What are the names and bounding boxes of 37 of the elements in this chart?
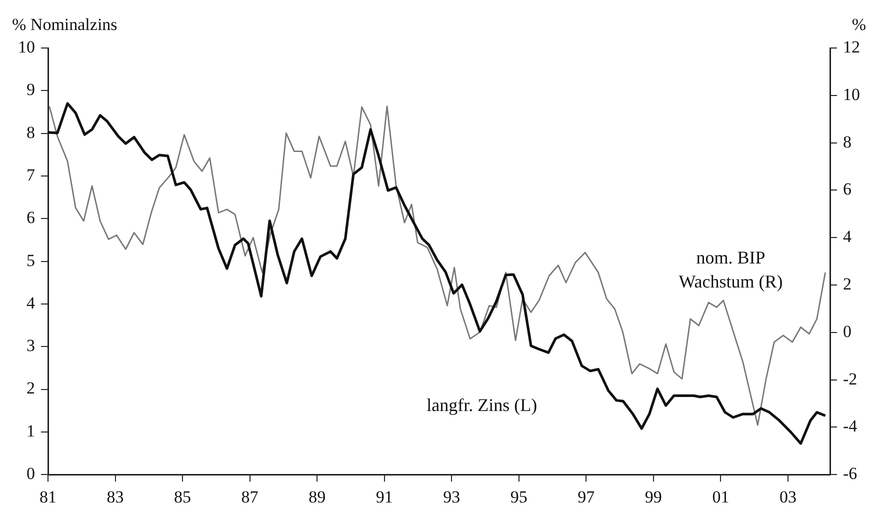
- y-tick-label: 0: [26, 464, 35, 484]
- x-tick-label: 85: [174, 487, 192, 506]
- y2-tick-label: 10: [843, 84, 860, 104]
- x-tick-label: 97: [578, 487, 596, 506]
- x-tick-label: 89: [308, 487, 326, 506]
- x-tick-label: 83: [106, 487, 124, 506]
- y-tick-label: 5: [26, 250, 35, 270]
- y2-tick-label: 0: [843, 322, 852, 341]
- y-axis-title: % Nominalzins: [12, 14, 118, 34]
- y-tick-label: 8: [26, 122, 35, 142]
- x-tick-label: 03: [779, 487, 796, 506]
- x-tick-label: 01: [712, 487, 730, 506]
- y2-tick-label: 6: [843, 180, 852, 199]
- y2-tick-label: 8: [843, 132, 852, 152]
- x-tick-label: 91: [376, 487, 393, 506]
- y2-tick-label: 2: [843, 274, 852, 294]
- x-tick-label: 87: [241, 487, 259, 506]
- series-label: nom. BIP Wachstum (R): [678, 248, 783, 292]
- y-tick-label: 4: [26, 293, 36, 312]
- y-tick-label: 3: [26, 336, 35, 356]
- y2-tick-label: 12: [843, 37, 860, 56]
- y2-tick-label: -6: [843, 464, 858, 484]
- x-tick-label: 81: [40, 487, 56, 506]
- x-tick-label: 95: [510, 487, 528, 506]
- y2-tick-label: 4: [843, 227, 852, 246]
- text: langfr. Zins (L): [426, 395, 538, 416]
- y2-tick-label: -4: [843, 416, 858, 436]
- y-tick-label: 9: [26, 80, 35, 100]
- y-tick-label: 6: [26, 208, 35, 228]
- y-tick-label: 1: [26, 421, 35, 440]
- y-tick-label: 7: [26, 165, 36, 184]
- x-tick-label: 99: [644, 487, 662, 506]
- y-tick-label: 10: [18, 37, 35, 56]
- y2-axis-title: %: [852, 14, 866, 34]
- y2-tick-label: -2: [843, 369, 858, 388]
- y-tick-label: 2: [26, 378, 35, 398]
- x-tick-label: 93: [443, 487, 460, 506]
